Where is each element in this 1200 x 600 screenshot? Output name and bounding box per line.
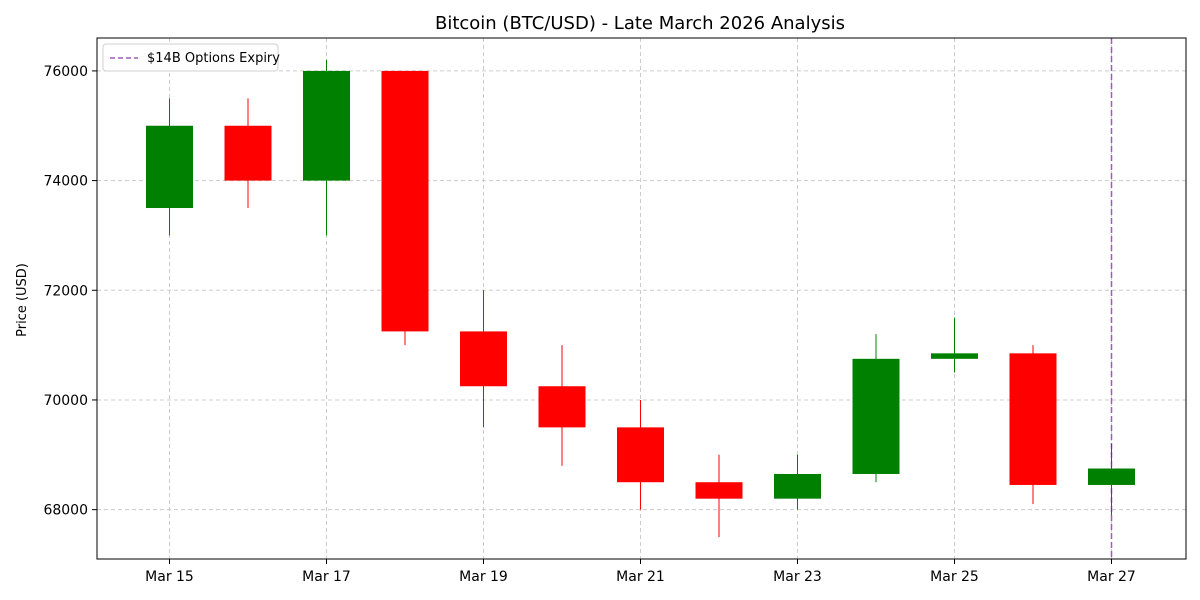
candle-body (695, 482, 743, 499)
candle-body (538, 386, 586, 428)
candle-body (1009, 353, 1057, 485)
candle-body (460, 331, 507, 387)
plot-frame (96, 37, 1187, 560)
candle-body (617, 427, 664, 483)
y-axis-label: Price (USD) (15, 263, 30, 337)
candle-body (774, 473, 821, 499)
candle-body (381, 70, 429, 332)
x-axis: Mar 15 Mar 17 Mar 19 Mar 21 Mar 23 Mar 25 Mar … (145, 559, 1136, 585)
x-tick-label: Mar 27 (1087, 569, 1136, 585)
x-tick-label: Mar 23 (773, 569, 822, 585)
x-tick-label: Mar 17 (302, 569, 351, 585)
x-tick-label: Mar 25 (930, 569, 979, 585)
candle-body (146, 125, 193, 209)
legend-expiry-label: $14B Options Expiry (147, 51, 280, 66)
candle-body (852, 358, 900, 474)
legend-box (102, 43, 279, 72)
y-tick-label: 72000 (43, 283, 88, 299)
y-tick-label: 74000 (43, 174, 88, 190)
y-tick-label: 68000 (43, 503, 88, 519)
y-axis: 68000 70000 72000 74000 76000 (43, 64, 97, 519)
x-tick-label: Mar 15 (145, 569, 194, 585)
candle-body (224, 125, 272, 181)
candle-body (1088, 468, 1135, 485)
candles (146, 59, 1135, 538)
candle-body (303, 70, 350, 181)
y-tick-label: 76000 (43, 64, 88, 80)
chart-title: Bitcoin (BTC/USD) - Late March 2026 Anal… (435, 13, 845, 34)
x-tick-label: Mar 21 (616, 569, 665, 585)
x-tick-label: Mar 19 (459, 569, 508, 585)
legend: $14B Options Expiry (102, 43, 280, 72)
candle-body (931, 353, 978, 359)
y-tick-label: 70000 (43, 393, 88, 409)
